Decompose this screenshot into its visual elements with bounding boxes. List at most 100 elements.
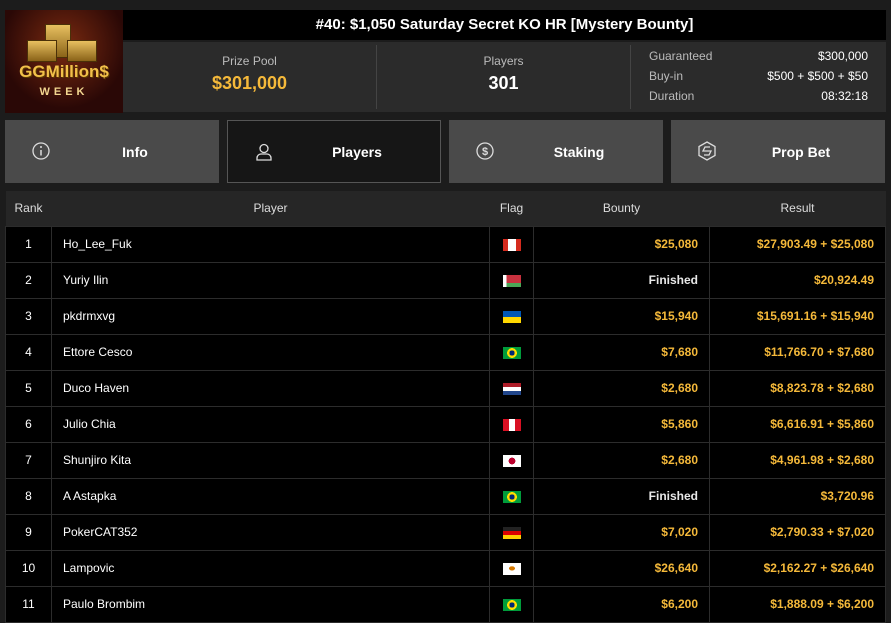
flag-brazil-icon (502, 490, 521, 503)
prize-pool-value: $301,000 (211, 73, 288, 93)
rank-cell: 9 (5, 513, 52, 551)
result-cell: $4,961.98 + $2,680 (709, 441, 886, 479)
tab-players[interactable]: Players (227, 120, 441, 183)
bounty-header: Bounty (533, 191, 710, 226)
table-row[interactable]: 9 PokerCAT352 $7,020 $2,790.33 + $7,020 (5, 513, 886, 551)
table-row[interactable]: 11 Paulo Brombim $6,200 $1,888.09 + $6,2… (5, 585, 886, 623)
flag-brazil-icon (502, 598, 521, 611)
rank-cell: 11 (5, 585, 52, 623)
tab-label: Prop Bet (771, 143, 831, 160)
tab-label: Staking (553, 143, 605, 160)
player-name[interactable]: pkdrmxvg (51, 297, 490, 335)
tournament-title: #40: $1,050 Saturday Secret KO HR [Myste… (123, 10, 886, 40)
guaranteed-value: $300,000 (817, 49, 868, 63)
table-row[interactable]: 4 Ettore Cesco $7,680 $11,766.70 + $7,68… (5, 333, 886, 371)
result-cell: $3,720.96 (709, 477, 886, 515)
player-name[interactable]: Julio Chia (51, 405, 490, 443)
rank-cell: 8 (5, 477, 52, 515)
flag-cell (489, 477, 534, 515)
rank-cell: 4 (5, 333, 52, 371)
tab-staking[interactable]: $ Staking (449, 120, 663, 183)
player-name[interactable]: Ho_Lee_Fuk (51, 225, 490, 263)
flag-header: Flag (489, 191, 534, 226)
bounty-cell: Finished (533, 477, 710, 515)
players-count: Players 301 (377, 45, 631, 109)
tab-bar: Info Players $ Staking Prop Bet (5, 120, 886, 183)
bounty-cell: $6,200 (533, 585, 710, 623)
tab-label: Players (332, 143, 382, 160)
bounty-cell: $2,680 (533, 369, 710, 407)
result-cell: $27,903.49 + $25,080 (709, 225, 886, 263)
result-cell: $2,162.27 + $26,640 (709, 549, 886, 587)
player-name[interactable]: Lampovic (51, 549, 490, 587)
rank-cell: 3 (5, 297, 52, 335)
player-name[interactable]: A Astapka (51, 477, 490, 515)
prop-bet-icon (698, 141, 716, 161)
tab-prop-bet[interactable]: Prop Bet (671, 120, 885, 183)
result-cell: $6,616.91 + $5,860 (709, 405, 886, 443)
flag-cell (489, 585, 534, 623)
players-label: Players (483, 54, 524, 68)
dollar-icon: $ (476, 142, 494, 160)
player-name[interactable]: Duco Haven (51, 369, 490, 407)
flag-peru-icon (502, 418, 521, 431)
flag-ukraine-icon (502, 310, 521, 323)
buyin-value: $500 + $500 + $50 (767, 69, 868, 83)
duration-value: 08:32:18 (821, 89, 868, 103)
rank-cell: 1 (5, 225, 52, 263)
bounty-cell: $7,020 (533, 513, 710, 551)
rank-cell: 6 (5, 405, 52, 443)
table-row[interactable]: 10 Lampovic $26,640 $2,162.27 + $26,640 (5, 549, 886, 587)
player-name[interactable]: Paulo Brombim (51, 585, 490, 623)
player-name[interactable]: Yuriy Ilin (51, 261, 490, 299)
table-row[interactable]: 3 pkdrmxvg $15,940 $15,691.16 + $15,940 (5, 297, 886, 335)
flag-cell (489, 549, 534, 587)
table-row[interactable]: 7 Shunjiro Kita $2,680 $4,961.98 + $2,68… (5, 441, 886, 479)
rank-header: Rank (5, 191, 52, 226)
flag-cell (489, 297, 534, 335)
player-name[interactable]: Ettore Cesco (51, 333, 490, 371)
prize-pool: Prize Pool $301,000 (123, 45, 377, 109)
table-row[interactable]: 1 Ho_Lee_Fuk $25,080 $27,903.49 + $25,08… (5, 225, 886, 263)
result-cell: $2,790.33 + $7,020 (709, 513, 886, 551)
tournament-stats: Prize Pool $301,000 Players 301 Guarante… (123, 42, 886, 112)
bounty-cell: Finished (533, 261, 710, 299)
rank-cell: 10 (5, 549, 52, 587)
tab-label: Info (122, 143, 148, 160)
players-value: 301 (488, 73, 519, 93)
svg-text:$: $ (482, 146, 488, 158)
tab-info[interactable]: Info (5, 120, 219, 183)
result-cell: $11,766.70 + $7,680 (709, 333, 886, 371)
info-icon (32, 142, 50, 160)
bounty-cell: $25,080 (533, 225, 710, 263)
bounty-cell: $5,860 (533, 405, 710, 443)
ggmillions-week-logo: GGMillion$ WEEK (5, 10, 123, 113)
flag-brazil-icon (502, 346, 521, 359)
bounty-cell: $7,680 (533, 333, 710, 371)
duration-label: Duration (649, 89, 695, 103)
flag-belarus-icon (502, 274, 521, 287)
bounty-cell: $26,640 (533, 549, 710, 587)
tournament-details: Guaranteed $300,000 Buy-in $500 + $500 + $… (631, 42, 886, 112)
flag-canada-icon (502, 238, 521, 251)
flag-cell (489, 441, 534, 479)
rank-cell: 7 (5, 441, 52, 479)
player-header: Player (51, 191, 490, 226)
players-table: Rank Player Flag Bounty Result 1 Ho_Lee_… (5, 191, 886, 623)
player-name[interactable]: Shunjiro Kita (51, 441, 490, 479)
flag-cell (489, 261, 534, 299)
table-row[interactable]: 8 A Astapka Finished $3,720.96 (5, 477, 886, 515)
buyin-label: Buy-in (649, 69, 684, 83)
result-cell: $8,823.78 + $2,680 (709, 369, 886, 407)
bounty-cell: $15,940 (533, 297, 710, 335)
result-cell: $20,924.49 (709, 261, 886, 299)
table-row[interactable]: 2 Yuriy Ilin Finished $20,924.49 (5, 261, 886, 299)
table-row[interactable]: 5 Duco Haven $2,680 $8,823.78 + $2,680 (5, 369, 886, 407)
flag-cell (489, 369, 534, 407)
player-name[interactable]: PokerCAT352 (51, 513, 490, 551)
table-row[interactable]: 6 Julio Chia $5,860 $6,616.91 + $5,860 (5, 405, 886, 443)
flag-japan-icon (502, 454, 521, 467)
rank-cell: 5 (5, 369, 52, 407)
prize-pool-label: Prize Pool (222, 54, 277, 68)
result-cell: $15,691.16 + $15,940 (709, 297, 886, 335)
